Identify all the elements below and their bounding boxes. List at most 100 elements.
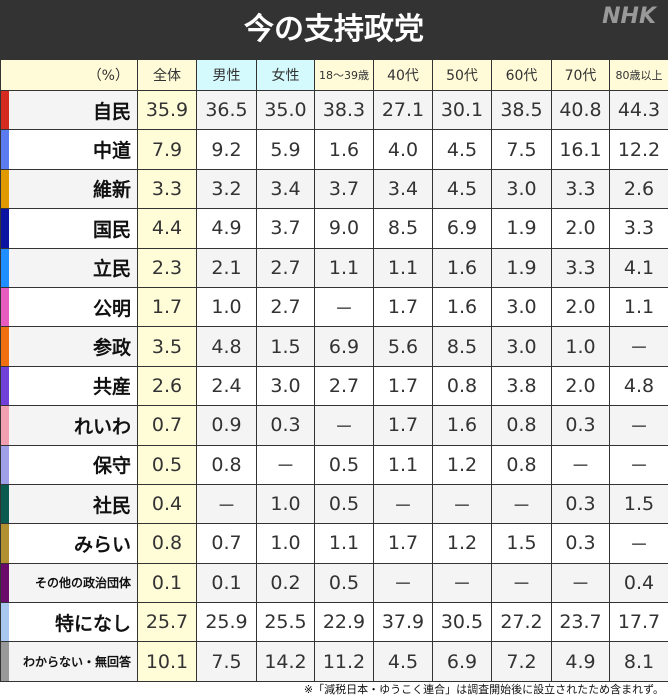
table-row: 公明 1.7 1.0 2.7 － 1.7 1.6 3.0 2.0 1.1 [0,286,668,328]
party-name: 中道 [92,140,131,163]
party-color-bar [1,209,9,248]
value-cell: 6.9 [432,208,492,249]
value-cell: 0.7 [196,523,257,564]
value-cell: 3.4 [256,168,315,210]
value-cell: 0.2 [256,562,315,604]
value-cell: － [609,523,668,564]
unit-label: （%） [0,59,138,91]
value-cell: 3.0 [256,365,315,407]
value-cell: 0.5 [314,562,374,604]
value-cell: 1.7 [137,286,197,328]
value-cell: 6.9 [314,326,374,367]
party-label: みらい [0,523,138,564]
party-color-bar [1,406,9,445]
value-cell: 4.8 [196,326,257,367]
value-cell: 4.5 [432,168,492,210]
column-header: 70代 [551,59,610,91]
column-header: 40代 [373,59,433,91]
value-cell: 6.9 [432,641,492,682]
value-cell: 35.0 [256,89,315,131]
value-cell: 2.0 [551,286,610,328]
value-cell: － [432,483,492,525]
party-name: 公明 [92,297,131,320]
value-cell: 3.3 [551,247,610,288]
party-color-bar [1,327,9,366]
value-cell: 0.5 [137,444,197,485]
party-name: 保守 [92,455,131,478]
value-cell: 3.2 [196,168,257,210]
party-label: わからない・無回答 [0,641,138,682]
value-cell: － [256,444,315,485]
column-header: 男性 [196,59,257,91]
value-cell: 1.0 [256,483,315,525]
party-color-bar [1,642,9,681]
party-name: 立民 [92,258,131,281]
value-cell: 1.1 [314,247,374,288]
value-cell: 7.2 [491,641,552,682]
value-cell: 4.9 [196,208,257,249]
value-cell: 2.7 [314,365,374,407]
value-cell: 2.4 [196,365,257,407]
value-cell: － [609,326,668,367]
value-cell: 2.6 [609,168,668,210]
value-cell: － [196,483,257,525]
footnote: ※「減税日本・ゆうこく連合」は調査開始後に設立されたため含まれず。 [303,683,664,696]
value-cell: 2.0 [551,365,610,407]
party-name: 共産 [92,376,131,399]
party-name: れいわ [73,415,131,438]
party-color-bar [1,130,9,169]
value-cell: 0.8 [137,523,197,564]
party-label: 自民 [0,89,138,131]
party-label: 公明 [0,286,138,328]
value-cell: 25.7 [137,602,197,643]
value-cell: 3.0 [491,168,552,210]
value-cell: 0.8 [196,444,257,485]
table-row: 特になし 25.7 25.9 25.5 22.9 37.9 30.5 27.2 23.7 17.7 [0,602,668,643]
value-cell: 1.5 [609,483,668,525]
header-row: （%） 全体 男性 女性 18〜39歳 40代 50代 60代 70代 80歳以上 [0,59,668,91]
value-cell: 1.9 [491,208,552,249]
value-cell: 27.1 [373,89,433,131]
value-cell: 1.6 [314,129,374,170]
value-cell: 2.1 [196,247,257,288]
value-cell: 36.5 [196,89,257,131]
value-cell: 2.0 [551,208,610,249]
table-row: みらい 0.8 0.7 1.0 1.1 1.7 1.2 1.5 0.3 － [0,523,668,564]
party-label: 立民 [0,247,138,288]
party-name: 参政 [92,337,131,360]
value-cell: 0.1 [137,562,197,604]
value-cell: 1.0 [551,326,610,367]
party-label: 国民 [0,208,138,249]
column-header: 80歳以上 [609,59,668,91]
value-cell: 3.0 [491,286,552,328]
party-color-bar [1,287,9,327]
value-cell: 25.5 [256,602,315,643]
party-color-bar [1,524,9,563]
value-cell: 3.3 [137,168,197,210]
value-cell: 23.7 [551,602,610,643]
value-cell: 1.1 [314,523,374,564]
value-cell: 1.1 [609,286,668,328]
party-label: 保守 [0,444,138,485]
value-cell: 1.6 [432,247,492,288]
value-cell: 1.7 [373,286,433,328]
table-row: 社民 0.4 － 1.0 0.5 －－－ 0.3 1.5 [0,483,668,525]
value-cell: 0.3 [551,523,610,564]
value-cell: 0.9 [196,405,257,446]
value-cell: 1.1 [373,444,433,485]
value-cell: － [609,444,668,485]
value-cell: 8.1 [609,641,668,682]
value-cell: 0.8 [491,405,552,446]
value-cell: 1.2 [432,444,492,485]
value-cell: 35.9 [137,89,197,131]
nhk-logo: NHK [602,4,656,29]
value-cell: 30.5 [432,602,492,643]
column-header: 60代 [491,59,552,91]
value-cell: 1.5 [256,326,315,367]
value-cell: 16.1 [551,129,610,170]
party-color-bar [1,563,9,603]
column-header: 女性 [256,59,315,91]
table-row: 中道 7.9 9.2 5.9 1.6 4.0 4.5 7.5 16.1 12.2 [0,129,668,170]
table-row: わからない・無回答 10.1 7.5 14.2 11.2 4.5 6.9 7.2 4.9 8.1 [0,641,668,682]
value-cell: － [551,562,610,604]
